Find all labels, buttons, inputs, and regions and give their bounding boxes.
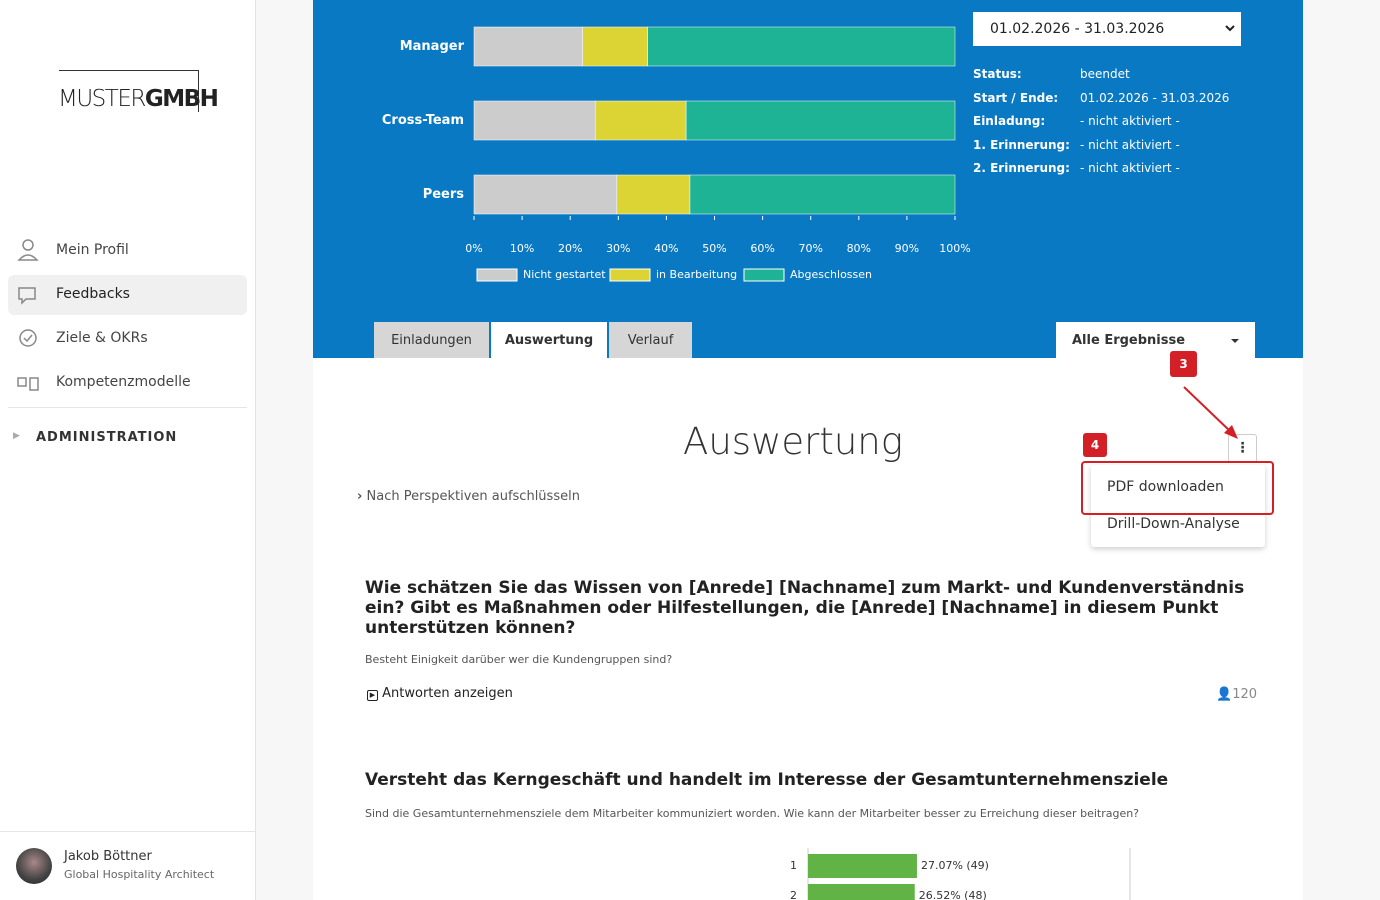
nav-item[interactable]: Kompetenzmodelle <box>56 374 191 390</box>
logo <box>59 70 199 112</box>
legend-swatch <box>609 268 651 282</box>
period-select[interactable]: 01.02.2026 - 31.03.2026 <box>973 12 1241 46</box>
show-answers[interactable]: ▶ Antworten anzeigen <box>367 686 513 701</box>
section-title[interactable]: ADMINISTRATION <box>36 430 178 445</box>
x-tick-label: 20% <box>558 242 582 255</box>
nav-icons <box>17 239 39 391</box>
bar-segment <box>647 26 956 67</box>
logo-bold: GMBH <box>144 86 219 112</box>
status-value: - nicht aktiviert - <box>1080 137 1180 152</box>
bar-segment <box>473 26 583 67</box>
x-tick-label: 40% <box>654 242 678 255</box>
bar-segment <box>685 100 956 141</box>
status-label: Einladung: <box>973 114 1046 128</box>
legend-label: Abgeschlossen <box>790 268 872 281</box>
period-text: 01.02.2026 - 31.03.2026 <box>990 21 1165 37</box>
divider <box>0 831 255 832</box>
tab[interactable]: Einladungen <box>374 322 489 358</box>
x-tick-label: 10% <box>510 242 534 255</box>
status-label: Status: <box>973 67 1022 81</box>
completion-chart: Manager Cross-Team Peers 0% 10% 20% 30% 40% 50% 6… <box>382 26 971 282</box>
bar <box>808 854 917 878</box>
menu-item[interactable]: PDF downloaden <box>1107 479 1224 495</box>
avatar[interactable] <box>16 848 52 884</box>
category-label: Manager <box>400 39 465 54</box>
status-label: Start / Ende: <box>973 90 1059 105</box>
user-name: Jakob Böttner <box>64 849 152 864</box>
caret <box>1231 339 1239 343</box>
category-label: Peers <box>423 187 465 202</box>
highlight-box <box>1081 461 1274 515</box>
nav-item[interactable]: Feedbacks <box>56 286 130 302</box>
bar <box>808 884 915 900</box>
header-panel: Manager Cross-Team Peers 0% 10% 20% 30% 40% 50% 6… <box>313 0 1303 358</box>
annotation-arrow <box>1183 386 1238 439</box>
x-tick-label: 50% <box>702 242 726 255</box>
filter-dropdown[interactable]: Alle Ergebnisse <box>1056 322 1255 358</box>
response-count: 👤120 <box>1216 687 1258 702</box>
tab-active[interactable]: Auswertung <box>491 322 607 358</box>
divider <box>8 407 247 408</box>
bar-segment <box>594 100 687 141</box>
value-label: 26.52% (48) <box>919 889 987 900</box>
answer-chart: 1 27.07% (49) 2 26.52% (48) <box>790 848 1131 900</box>
status-value: - nicht aktiviert - <box>1080 114 1180 128</box>
bar-segment <box>616 174 691 215</box>
annotation-badge: 4 <box>1083 433 1107 457</box>
question-title: Versteht das Kerngeschäft und handelt im… <box>365 770 1169 790</box>
user-role: Global Hospitality Architect <box>64 868 215 881</box>
logo-text: MUSTERGMBH <box>58 86 219 112</box>
nav-item[interactable]: Mein Profil <box>56 242 129 258</box>
bar-segment <box>689 174 956 215</box>
tab[interactable]: Verlauf <box>609 322 692 358</box>
logo-light: MUSTER <box>58 86 146 112</box>
sidebar: MUSTERGMBH Mein Profil Feedbacks Ziele &… <box>0 0 256 900</box>
legend-label: in Bearbeitung <box>656 268 737 281</box>
heading: Auswertung <box>683 420 903 463</box>
show-answers-text: Antworten anzeigen <box>382 686 513 701</box>
bar-segment <box>473 100 596 141</box>
chevron <box>1225 25 1235 32</box>
question-description: Besteht Einigkeit darüber wer die Kunden… <box>365 653 673 666</box>
value-label: 27.07% (49) <box>921 859 989 872</box>
dropdown-menu: PDF downloaden Drill-Down-Analyse <box>1091 465 1265 547</box>
bar-segment <box>473 174 618 215</box>
legend-swatch <box>476 268 518 282</box>
nav-item[interactable]: Ziele & OKRs <box>56 330 148 346</box>
annotation-badge: 3 <box>1170 351 1197 377</box>
menu-item[interactable]: Drill-Down-Analyse <box>1107 516 1240 532</box>
legend-label: Nicht gestartet <box>523 268 606 281</box>
caret: ▶ <box>13 431 20 441</box>
x-tick-label: 80% <box>847 242 871 255</box>
category-label: 2 <box>790 889 797 900</box>
status-label: 2. Erinnerung: <box>973 161 1070 175</box>
count-text: 120 <box>1232 687 1258 702</box>
active-nav-bg <box>8 275 247 315</box>
x-tick-label: 0% <box>465 242 482 255</box>
status-value: beendet <box>1080 67 1130 81</box>
status-label: 1. Erinnerung: <box>973 137 1070 152</box>
x-tick-label: 90% <box>895 242 919 255</box>
breakdown-text: Nach Perspektiven aufschlüsseln <box>366 489 580 504</box>
x-tick-label: 100% <box>939 242 970 255</box>
question-description: Sind die Gesamtunternehmensziele dem Mit… <box>365 807 1140 820</box>
x-tick-label: 60% <box>750 242 774 255</box>
bar-segment <box>582 26 648 67</box>
filter-text: Alle Ergebnisse <box>1072 333 1186 348</box>
category-label: 1 <box>790 859 797 872</box>
x-tick-label: 70% <box>798 242 822 255</box>
question-title: Wie schätzen Sie das Wissen von [Anrede]… <box>365 578 1245 638</box>
category-label: Cross-Team <box>382 113 464 128</box>
legend-swatch <box>743 268 785 282</box>
kebab-button[interactable]: ⋮ <box>1228 434 1257 463</box>
breakdown-toggle[interactable]: › Nach Perspektiven aufschlüsseln <box>357 489 580 504</box>
status-value: - nicht aktiviert - <box>1080 161 1180 175</box>
status-value: 01.02.2026 - 31.03.2026 <box>1080 90 1230 105</box>
x-tick-label: 30% <box>606 242 630 255</box>
